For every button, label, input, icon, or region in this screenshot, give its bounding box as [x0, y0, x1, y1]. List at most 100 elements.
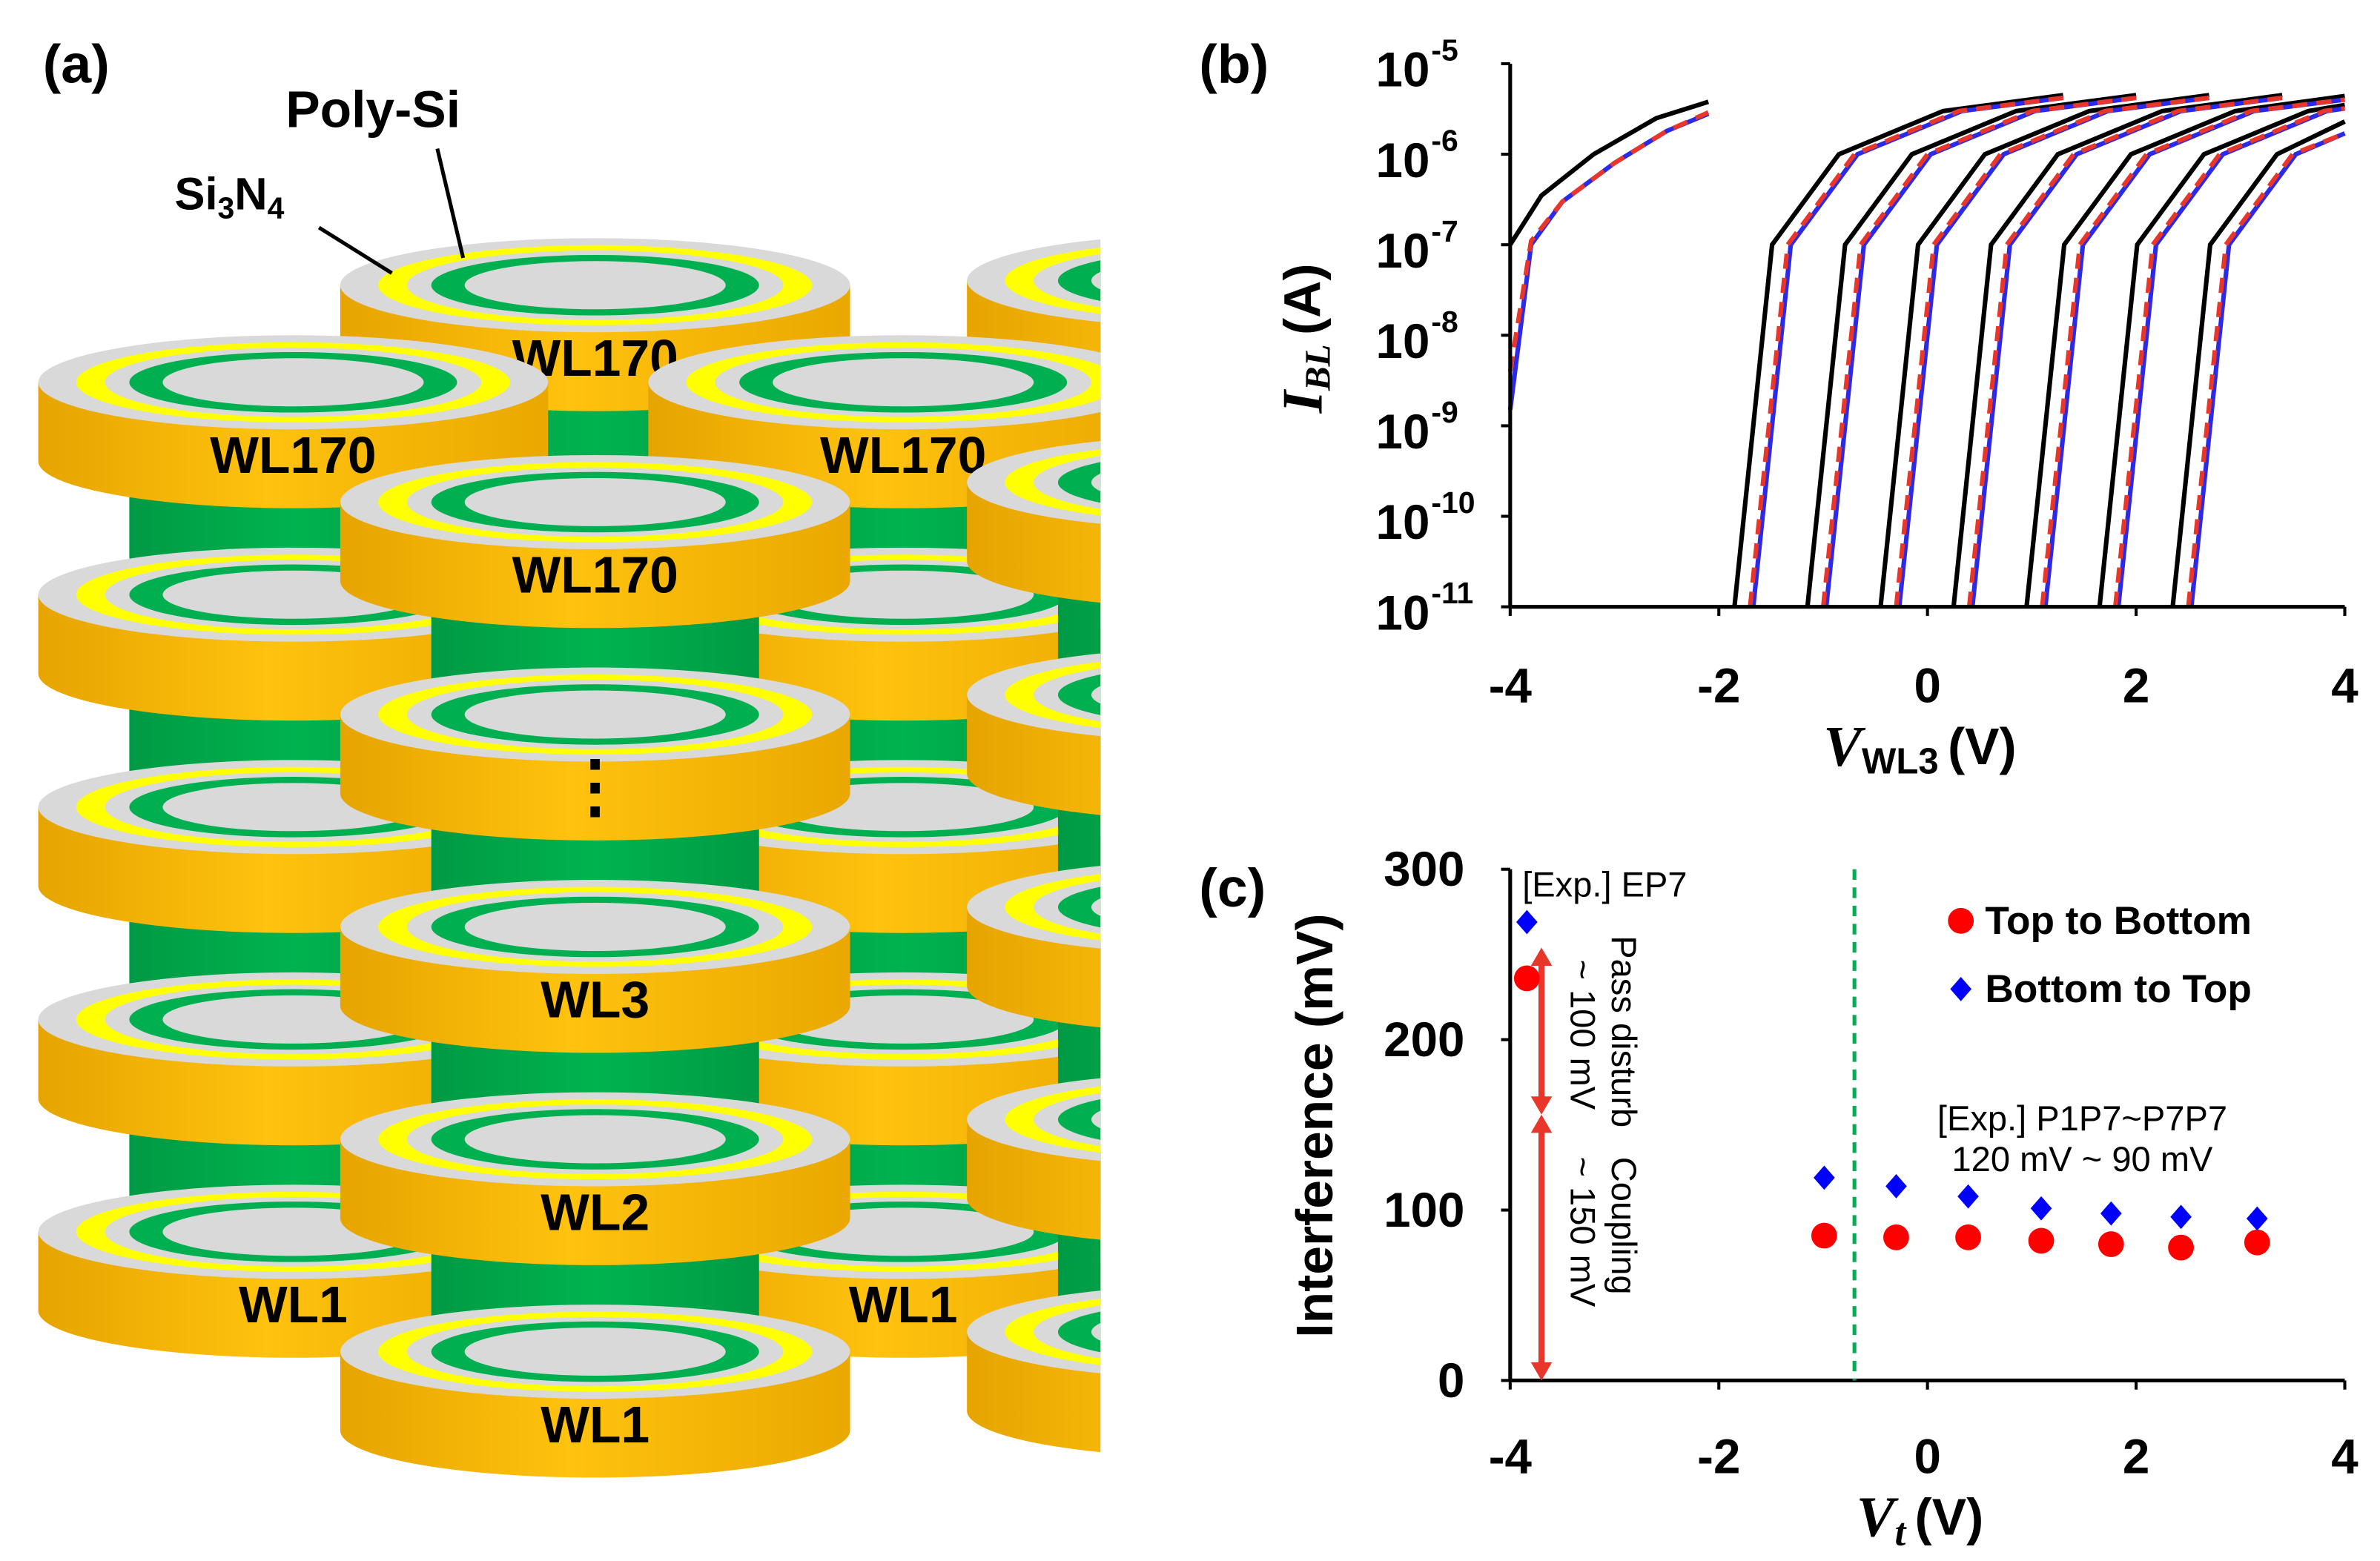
label-si3n4: 4 [268, 190, 285, 225]
x-axis-label: WL3 [1862, 741, 1939, 781]
disc-ring [773, 358, 1034, 407]
disc-ring [1091, 898, 1101, 916]
disc-ring [464, 903, 726, 951]
word-line-label: WL170 [210, 426, 376, 484]
x-axis-label: V [1857, 1485, 1900, 1549]
curve [2112, 106, 2345, 607]
disc-ring [464, 1115, 726, 1164]
y-axis-label-group: IBL (A) [1270, 263, 1338, 414]
word-line-label: WL170 [820, 426, 986, 484]
y-tick-label: 10 [1376, 495, 1430, 549]
leader-line [435, 148, 466, 259]
annotation: Coupling [1604, 1157, 1644, 1295]
point [2244, 1229, 2270, 1256]
disc-ring [1091, 473, 1101, 491]
disc-ring [1058, 1311, 1101, 1353]
x-tick-label: -2 [1697, 659, 1740, 713]
word-line-label: WL1 [239, 1276, 348, 1333]
word-line-label: WL170 [512, 546, 678, 604]
chart-c: (c) 0 100 200 300 -4 -2 0 2 4 V t (V) Interference (m… [1199, 842, 2358, 1554]
curve [2189, 131, 2346, 607]
disc-ring [1058, 1099, 1101, 1140]
x-tick-label: 4 [2331, 1429, 2358, 1483]
x-tick-label: 0 [1914, 1429, 1940, 1483]
x-tick-label: -2 [1697, 1429, 1740, 1483]
point [2170, 1204, 2192, 1230]
ellipsis: ⋮ [561, 747, 630, 825]
y-tick-exponent: -6 [1431, 124, 1458, 158]
point [1513, 965, 1540, 992]
word-line-label: WL3 [541, 971, 649, 1029]
point [1811, 1222, 1837, 1249]
x-tick-label: 0 [1914, 659, 1940, 713]
disc-ring [464, 477, 726, 526]
y-axis-label: BL [1297, 344, 1338, 391]
disc-ring [1091, 1323, 1101, 1341]
annotation: 120 mV ~ 90 mV [1952, 1139, 2213, 1179]
curve [2186, 131, 2346, 607]
x-tick-label: -4 [1489, 1429, 1533, 1483]
legend-label: Top to Bottom [1985, 899, 2251, 943]
x-axis-label: (V) [1915, 1488, 1984, 1546]
y-axis-label: I [1270, 388, 1334, 414]
annotation: [Exp.] EP7 [1522, 865, 1687, 904]
y-tick-exponent: -10 [1431, 485, 1475, 520]
curve [2043, 97, 2345, 607]
y-tick-label: 10 [1376, 43, 1430, 97]
legend-label: Bottom to Top [1985, 967, 2251, 1011]
label-si3n4: 3 [218, 190, 235, 225]
legend-marker [1950, 977, 1972, 1001]
point [1883, 1224, 1909, 1250]
x-axis-label: (V) [1948, 717, 2017, 775]
y-tick-exponent: -9 [1431, 395, 1458, 429]
y-axis-label: (A) [1273, 263, 1331, 335]
label-si3n4: Si [175, 168, 218, 219]
y-tick-label: 200 [1384, 1013, 1464, 1067]
curve [2040, 97, 2345, 607]
label-poly-si: Poly-Si [285, 80, 460, 138]
y-tick-label: 10 [1376, 224, 1430, 278]
point [2100, 1201, 2122, 1226]
point [1516, 909, 1538, 935]
disc-ring [464, 690, 726, 739]
curve [2024, 93, 2345, 607]
panel-label: (b) [1199, 33, 1269, 94]
point [1957, 1184, 1979, 1209]
y-tick-label: 100 [1384, 1183, 1464, 1237]
legend-marker [1948, 907, 1974, 934]
word-line-label: WL1 [541, 1396, 649, 1454]
x-axis-label: t [1894, 1511, 1907, 1554]
panel-label: (c) [1199, 857, 1266, 918]
curve [1897, 95, 2209, 607]
x-axis-label: V [1823, 715, 1866, 778]
x-tick-label: 4 [2331, 659, 2358, 713]
disc-ring [1091, 271, 1101, 290]
diagram-annotations: (a) Poly-Si Si 3 N 4 [43, 33, 466, 275]
y-axis-label: Interference (mV) [1286, 913, 1343, 1337]
arrow-head [1530, 947, 1553, 967]
point [1885, 1173, 1907, 1199]
disc-ring [1058, 886, 1101, 928]
curve [1508, 99, 1710, 246]
disc-ring [464, 1328, 726, 1376]
point [2246, 1206, 2268, 1231]
curve [2170, 119, 2346, 607]
disc-ring [464, 261, 726, 310]
curve [2116, 106, 2345, 607]
curve [1970, 95, 2283, 607]
y-tick-exponent: -5 [1431, 33, 1458, 67]
point [2028, 1227, 2055, 1254]
disc-ring [1058, 674, 1101, 715]
disc-ring [1058, 260, 1101, 302]
arrow-head [1530, 1114, 1553, 1133]
curve [1751, 95, 2064, 607]
point [1814, 1165, 1835, 1190]
curve [1507, 111, 1710, 411]
annotation: ~ 100 mV [1564, 959, 1603, 1110]
annotation: ~ 150 mV [1564, 1156, 1603, 1307]
curve [1824, 95, 2137, 607]
